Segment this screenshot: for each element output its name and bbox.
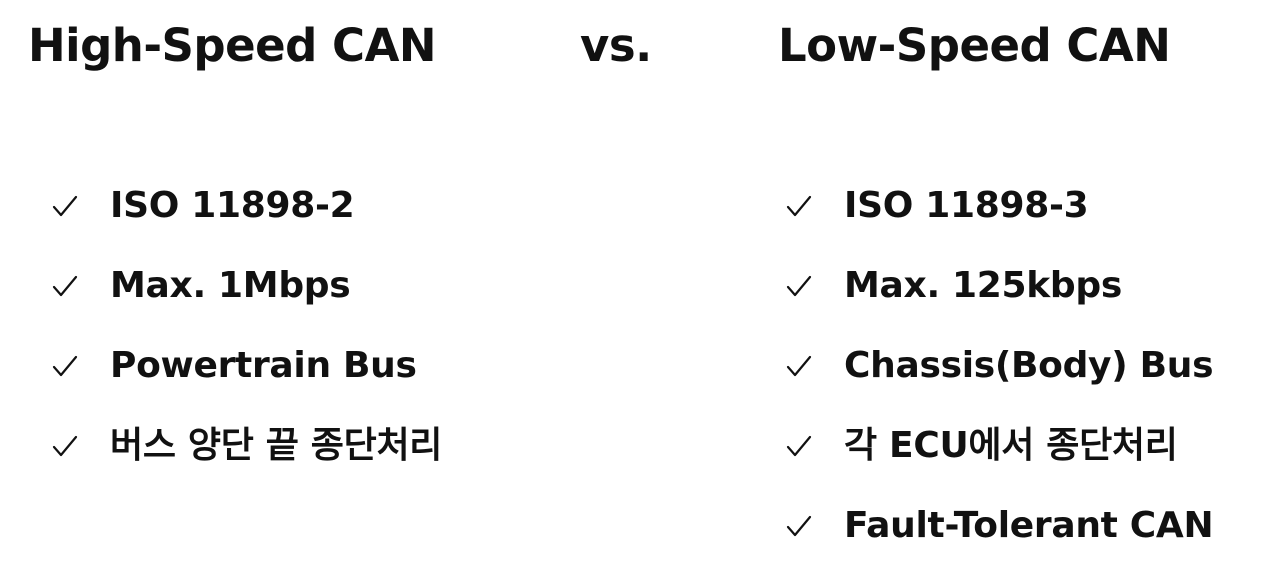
feature-label: Powertrain Bus (110, 345, 417, 386)
list-item: Fault-Tolerant CAN (786, 486, 1214, 566)
list-item: ISO 11898-3 (786, 166, 1213, 246)
list-item: 버스 양단 끝 종단처리 (52, 406, 442, 486)
feature-label: ISO 11898-2 (110, 185, 355, 226)
check-icon (786, 514, 812, 538)
check-icon (52, 434, 78, 458)
vs-label: vs. (580, 19, 652, 72)
check-icon (52, 354, 78, 378)
check-icon (786, 434, 812, 458)
list-item: Max. 1Mbps (52, 246, 442, 326)
check-icon (786, 354, 812, 378)
low-speed-can-title: Low-Speed CAN (778, 19, 1171, 72)
feature-label: Max. 125kbps (844, 265, 1123, 306)
list-item: Powertrain Bus (52, 326, 442, 406)
feature-label: 각 ECU에서 종단처리 (844, 425, 1178, 466)
feature-label: ISO 11898-3 (844, 185, 1089, 226)
list-item: 각 ECU에서 종단처리 (786, 406, 1213, 486)
check-icon (52, 274, 78, 298)
feature-label: 버스 양단 끝 종단처리 (110, 425, 443, 466)
check-icon (786, 274, 812, 298)
low-speed-can-feature-list: ISO 11898-3 Max. 125kbps Chassis(Body) B… (786, 166, 1214, 566)
list-item: ISO 11898-2 (52, 166, 442, 246)
check-icon (786, 194, 812, 218)
check-icon (52, 194, 78, 218)
list-item: Max. 125kbps (786, 246, 1213, 326)
feature-label: Max. 1Mbps (110, 265, 351, 306)
feature-label: Fault-Tolerant CAN (844, 505, 1214, 546)
list-item: Chassis(Body) Bus (786, 326, 1214, 406)
high-speed-can-title: High-Speed CAN (28, 19, 437, 72)
high-speed-can-feature-list: ISO 11898-2 Max. 1Mbps Powertrain Bus 버스… (52, 166, 442, 486)
feature-label: Chassis(Body) Bus (844, 345, 1214, 386)
